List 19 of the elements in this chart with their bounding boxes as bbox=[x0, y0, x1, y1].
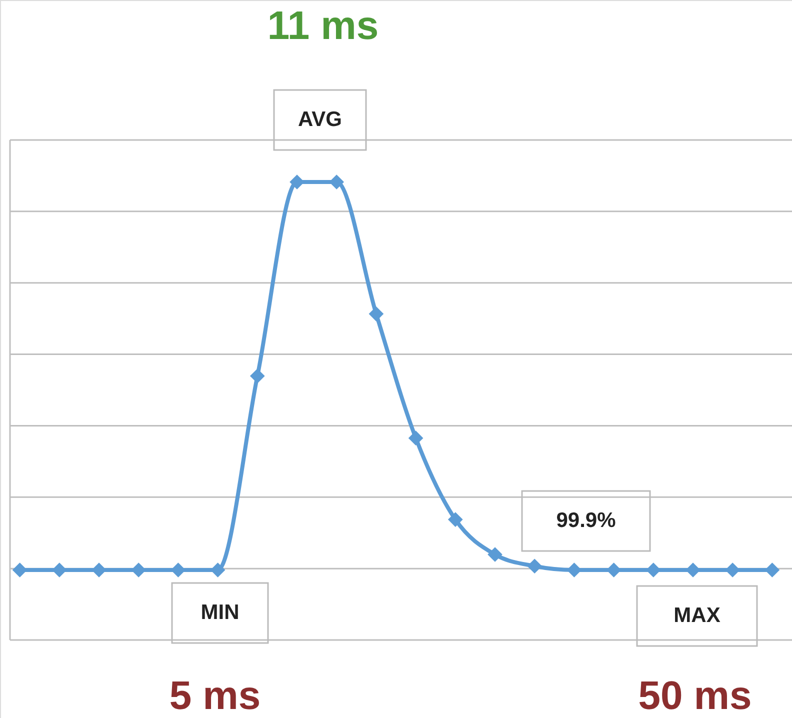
point bbox=[764, 562, 780, 578]
text: MAX bbox=[674, 604, 720, 627]
point bbox=[448, 512, 463, 527]
point bbox=[408, 430, 424, 446]
text: 5 ms bbox=[169, 674, 261, 718]
point bbox=[368, 306, 384, 322]
point bbox=[250, 368, 265, 384]
text: 50 ms bbox=[638, 674, 752, 718]
point bbox=[92, 562, 106, 578]
point bbox=[686, 562, 700, 578]
point bbox=[290, 174, 304, 190]
text: AVG bbox=[298, 108, 342, 131]
annotation: 99.9% bbox=[556, 509, 616, 532]
point bbox=[329, 174, 344, 190]
point bbox=[488, 547, 502, 562]
text: MIN bbox=[200, 601, 240, 624]
text: 11 ms bbox=[267, 4, 379, 48]
point bbox=[12, 562, 28, 578]
point bbox=[527, 558, 542, 574]
